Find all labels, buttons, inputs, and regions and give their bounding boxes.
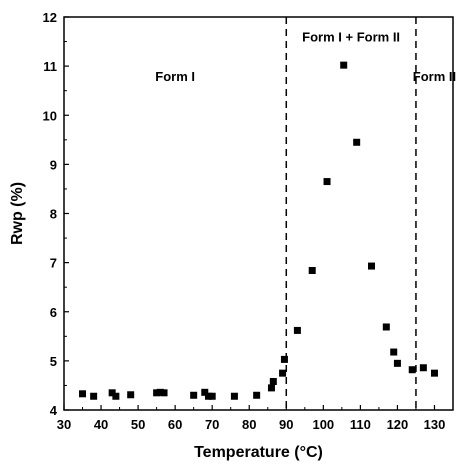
x-tick-label: 90 <box>279 417 293 432</box>
data-point <box>160 389 168 397</box>
x-tick-label: 70 <box>205 417 219 432</box>
data-point <box>279 369 287 377</box>
data-point <box>190 391 198 399</box>
y-tick-label: 8 <box>50 207 57 222</box>
y-tick-label: 6 <box>50 305 57 320</box>
axis-ticks <box>63 16 436 411</box>
data-point <box>153 389 161 397</box>
x-tick-label: 80 <box>242 417 256 432</box>
x-tick-labels: 30 40 50 60 70 80 90 100 110 120 130 <box>57 417 446 432</box>
phase-boundary-lines <box>285 17 417 410</box>
x-tick-label: 40 <box>94 417 108 432</box>
x-tick-label: 110 <box>350 417 371 432</box>
data-point <box>230 392 238 400</box>
y-axis-title: Rwp (%) <box>9 182 26 245</box>
data-point <box>393 359 401 367</box>
data-point <box>340 61 348 69</box>
data-point <box>308 266 316 274</box>
x-tick-label: 30 <box>57 417 71 432</box>
data-point <box>367 262 375 270</box>
data-point <box>127 391 135 399</box>
data-point <box>408 366 416 374</box>
data-point <box>430 369 438 377</box>
y-tick-label: 10 <box>43 108 57 123</box>
data-point <box>293 326 301 334</box>
x-tick-label: 50 <box>131 417 145 432</box>
region-label: Form I <box>155 69 195 84</box>
y-tick-labels: 4 5 6 7 8 9 10 11 12 <box>43 10 58 418</box>
region-label: Form I + Form II <box>302 30 400 45</box>
data-point <box>353 138 361 146</box>
x-tick-label: 60 <box>168 417 182 432</box>
data-point <box>269 378 277 386</box>
y-tick-label: 11 <box>43 59 57 74</box>
data-point <box>382 323 390 331</box>
data-point <box>208 392 216 400</box>
data-point <box>204 392 212 400</box>
data-point <box>280 355 288 363</box>
y-tick-label: 4 <box>50 403 58 418</box>
y-tick-label: 9 <box>50 157 57 172</box>
data-point <box>79 390 87 398</box>
data-point <box>323 178 331 186</box>
x-tick-label: 130 <box>424 417 446 432</box>
data-point <box>390 348 398 356</box>
data-point <box>156 388 164 396</box>
data-point <box>267 384 275 392</box>
y-tick-label: 12 <box>43 10 57 25</box>
data-point <box>108 389 116 397</box>
data-point <box>90 392 98 400</box>
x-tick-label: 100 <box>312 417 334 432</box>
data-point <box>419 364 427 372</box>
data-points <box>79 61 438 400</box>
data-point <box>112 392 120 400</box>
y-tick-label: 7 <box>50 256 57 271</box>
region-label: Form II <box>413 69 456 84</box>
region-annotations: Form I Form I + Form II Form II <box>155 30 456 84</box>
x-axis-title: Temperature (°C) <box>194 444 323 461</box>
data-point <box>253 391 261 399</box>
y-tick-label: 5 <box>50 354 57 369</box>
data-point <box>201 388 209 396</box>
x-tick-label: 120 <box>387 417 409 432</box>
